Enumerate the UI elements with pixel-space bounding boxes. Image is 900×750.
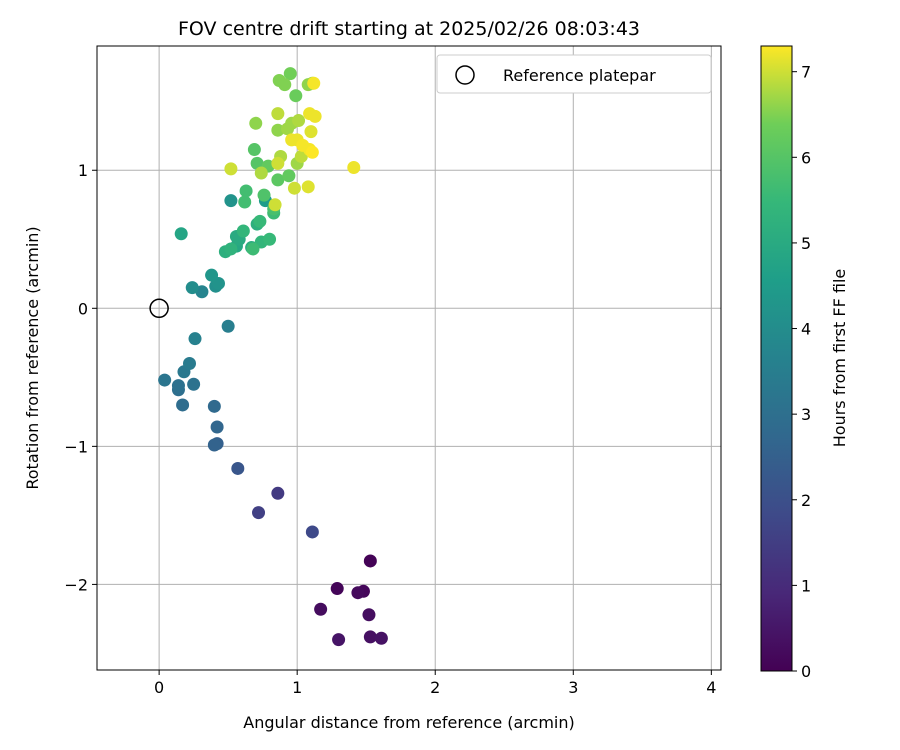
data-point [292, 114, 306, 128]
data-point [210, 420, 224, 434]
data-point [182, 357, 196, 371]
data-point [287, 181, 301, 195]
data-point [224, 162, 238, 176]
data-point [271, 123, 285, 137]
data-point [271, 486, 285, 500]
data-point [282, 169, 296, 183]
y-axis-label: Rotation from reference (arcmin) [23, 226, 42, 489]
data-point [158, 373, 172, 387]
colorbar-tick-label: 5 [801, 234, 811, 253]
x-axis-label: Angular distance from reference (arcmin) [243, 713, 574, 732]
legend-marker [455, 65, 475, 85]
y-tick-label: −2 [64, 575, 88, 594]
data-point [307, 76, 321, 90]
data-point [221, 319, 235, 333]
data-point [347, 160, 361, 174]
data-point [224, 194, 238, 208]
data-point [351, 586, 365, 600]
x-tick-label: 1 [292, 678, 302, 697]
data-point [231, 461, 245, 475]
data-point [224, 242, 238, 256]
data-point [308, 109, 322, 123]
x-ticks: 0 1 2 3 4 [154, 670, 716, 697]
data-point [238, 195, 252, 209]
legend-box [436, 54, 712, 94]
data-point [305, 525, 319, 539]
data-point [253, 214, 267, 228]
x-tick-label: 0 [154, 678, 164, 697]
data-point [285, 133, 299, 147]
data-point [207, 438, 221, 452]
x-tick-label: 2 [430, 678, 440, 697]
grid-lines [97, 46, 721, 670]
colorbar: 0 1 2 3 4 5 6 7 Hours from first FF file [760, 45, 849, 681]
data-point [330, 582, 344, 596]
data-point [254, 166, 268, 180]
data-point [188, 332, 202, 346]
data-point [247, 143, 261, 157]
data-point [278, 78, 292, 92]
data-point [185, 281, 199, 295]
data-point [301, 180, 315, 194]
data-point [374, 631, 388, 645]
data-point [289, 89, 303, 103]
data-point [239, 184, 253, 198]
reference-marker [149, 298, 169, 319]
colorbar-tick-label: 2 [801, 491, 811, 510]
colorbar-tick-label: 0 [801, 662, 811, 681]
colorbar-label: Hours from first FF file [830, 269, 849, 448]
y-tick-label: 1 [78, 161, 88, 180]
data-point [187, 377, 201, 391]
plot-frame [96, 45, 722, 671]
data-point [332, 633, 346, 647]
colorbar-tick-label: 7 [801, 63, 811, 82]
colorbar-tick-label: 4 [801, 320, 811, 339]
data-point [246, 242, 260, 256]
data-point [174, 227, 188, 241]
data-point [362, 608, 376, 622]
y-tick-label: 0 [78, 299, 88, 318]
data-point [314, 602, 328, 616]
data-point [176, 398, 190, 412]
data-point [271, 156, 285, 170]
data-point [263, 232, 277, 246]
data-point [271, 107, 285, 121]
data-point [363, 630, 377, 644]
x-tick-label: 3 [568, 678, 578, 697]
data-point [268, 198, 282, 212]
legend-entry-reference: Reference platepar [503, 66, 656, 85]
chart-title: FOV centre drift starting at 2025/02/26 … [178, 18, 640, 40]
data-point [271, 173, 285, 187]
data-point [283, 67, 297, 81]
legend: Reference platepar [436, 54, 712, 94]
data-point [207, 399, 221, 413]
y-tick-label: −1 [64, 437, 88, 456]
data-point [205, 268, 219, 282]
data-points [158, 67, 388, 647]
data-point [257, 188, 271, 202]
colorbar-tick-label: 6 [801, 148, 811, 167]
y-ticks: −2 −1 0 1 [64, 161, 97, 594]
data-point [363, 554, 377, 568]
colorbar-gradient [760, 45, 793, 672]
data-point [252, 506, 266, 520]
data-point [305, 145, 319, 159]
data-point [171, 379, 185, 393]
colorbar-tick-label: 1 [801, 576, 811, 595]
colorbar-ticks: 0 1 2 3 4 5 6 7 [792, 63, 811, 681]
data-point [236, 224, 250, 238]
colorbar-tick-label: 3 [801, 405, 811, 424]
data-point [249, 116, 263, 130]
x-tick-label: 4 [706, 678, 716, 697]
data-point [304, 125, 318, 139]
